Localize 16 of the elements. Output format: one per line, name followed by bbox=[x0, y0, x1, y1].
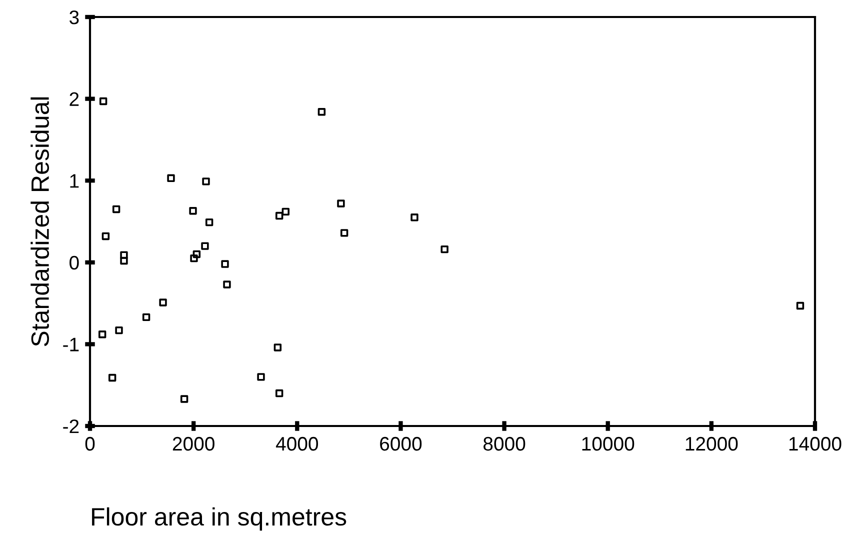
y-tick-label: -2 bbox=[63, 419, 79, 434]
y-axis-title: Standardized Residual bbox=[30, 97, 50, 346]
y-tick-label: 0 bbox=[70, 256, 79, 270]
x-tick-label: 10000 bbox=[582, 436, 634, 451]
y-tick-label: -1 bbox=[63, 338, 79, 352]
y-tick-label: 2 bbox=[70, 92, 79, 106]
x-tick-label: 12000 bbox=[686, 436, 738, 451]
y-tick-label: 1 bbox=[70, 174, 79, 188]
y-tick-label: 3 bbox=[70, 10, 79, 24]
x-tick-label: 0 bbox=[85, 436, 95, 451]
x-tick-label: 14000 bbox=[789, 436, 842, 451]
x-tick-label: 4000 bbox=[276, 436, 318, 451]
x-axis-title: Floor area in sq.metres bbox=[92, 507, 346, 531]
x-tick-label: 6000 bbox=[380, 436, 422, 451]
x-tick-label: 2000 bbox=[172, 436, 214, 451]
x-tick-label: 8000 bbox=[484, 436, 526, 451]
